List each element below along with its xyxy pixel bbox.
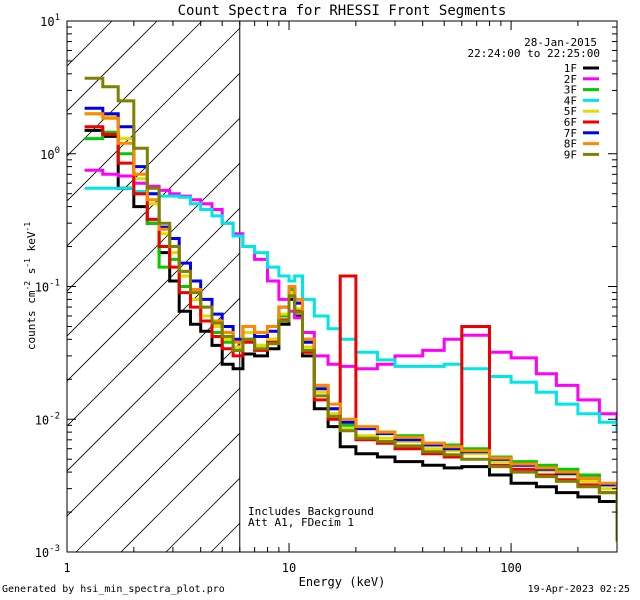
y-axis-label: counts cm-2 s-1 keV-1 [23,222,38,350]
series-4F [84,186,617,433]
legend-label-3F: 3F [564,84,577,97]
series-9F [84,76,617,542]
legend-label-6F: 6F [564,116,577,129]
hatch-line [67,21,248,202]
y-tick-label: 100 [40,146,60,162]
chart-title: Count Spectra for RHESSI Front Segments [178,3,507,19]
legend-label-4F: 4F [564,94,577,107]
axis-ticks: 1 10 100 10-3 10-2 10-1 100 101 counts cm-2 s-1 … [23,13,617,575]
series-layer [84,76,617,542]
legend-label-5F: 5F [564,105,577,118]
annotation-background: Includes Background [248,505,374,518]
x-tick-label: 100 [500,561,522,575]
legend-label-2F: 2F [564,73,577,86]
y-tick-label: 10-3 [35,544,60,560]
x-tick-label: 1 [63,561,70,575]
y-tick-label: 10-2 [35,411,60,427]
x-tick-label: 10 [282,561,296,575]
time-range-label: 22:24:00 to 22:25:00 [468,47,600,60]
hatch-line [67,21,293,247]
legend-label-9F: 9F [564,148,577,161]
y-tick-label: 101 [40,13,60,29]
hatch-line [67,21,158,112]
y-tick-label: 10-1 [35,279,60,295]
date-label: 28-Jan-2015 [524,36,597,49]
legend-label-7F: 7F [564,127,577,140]
hatch-line [67,21,203,157]
legend-label-8F: 8F [564,138,577,151]
annotation-attenuator: Att A1, FDecim 1 [248,516,354,529]
generated-by-label: Generated by hsi_min_spectra_plot.pro [2,584,225,595]
x-axis-label: Energy (keV) [299,575,386,589]
timestamp-label: 19-Apr-2023 02:25 [527,584,630,595]
legend-label-1F: 1F [564,62,577,75]
